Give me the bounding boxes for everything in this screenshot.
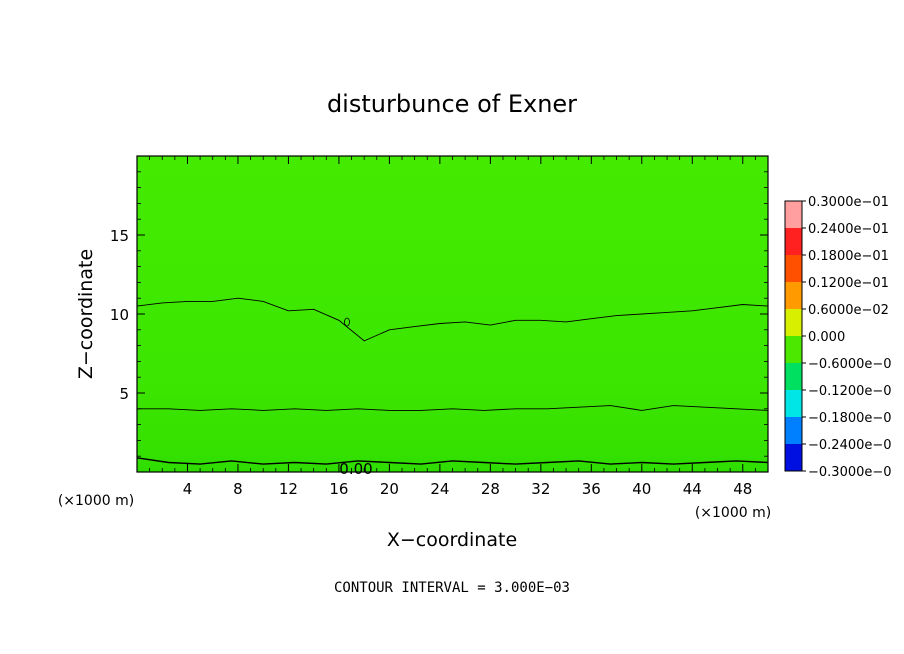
colorbar-swatch — [785, 390, 802, 418]
colorbar-swatch — [785, 363, 802, 391]
colorbar-label: 0.6000e−02 — [808, 303, 889, 318]
colorbar-swatch — [785, 255, 802, 283]
x-tick-label: 40 — [632, 480, 651, 498]
colorbar-label: −0.2400e−0 — [808, 438, 892, 453]
x-tick-label: 20 — [380, 480, 399, 498]
colorbar-swatch — [785, 444, 802, 472]
colorbar-label: 0.1800e−01 — [808, 249, 889, 264]
x-tick-label: 36 — [582, 480, 601, 498]
y-axis: 5 10 15 — [110, 171, 768, 457]
colorbar-label: 0.1200e−01 — [808, 276, 889, 291]
colorbar-swatch — [785, 282, 802, 310]
y-tick-label: 5 — [119, 385, 129, 403]
contour-interval-note: CONTOUR INTERVAL = 3.000E−03 — [334, 580, 570, 596]
chart-title: disturbunce of Exner — [327, 90, 577, 118]
colorbar-swatch — [785, 201, 802, 229]
contour-line — [136, 297, 769, 342]
colorbar-label: 0.3000e−01 — [808, 195, 889, 210]
contour-closed-loop — [344, 317, 350, 327]
x-tick-label: 12 — [279, 480, 298, 498]
colorbar-label: −0.1800e−0 — [808, 411, 892, 426]
contour-line — [137, 405, 769, 411]
x-tick-label: 48 — [733, 480, 752, 498]
colorbar-swatch — [785, 336, 802, 364]
x-axis-label: X−coordinate — [387, 529, 517, 551]
x-axis: 4 8 12 16 20 24 28 32 36 40 44 48 — [149, 156, 756, 498]
y-unit-label: (×1000 m) — [58, 493, 134, 509]
colorbar-label: −0.6000e−0 — [808, 357, 892, 372]
colorbar-swatch — [785, 417, 802, 445]
x-tick-label: 4 — [183, 480, 193, 498]
colorbar-label: −0.1200e−0 — [808, 384, 892, 399]
colorbar-swatch — [785, 228, 802, 256]
x-tick-label: 28 — [481, 480, 500, 498]
x-tick-label: 16 — [329, 480, 348, 498]
y-tick-label: 15 — [110, 227, 129, 245]
x-tick-label: 24 — [430, 480, 449, 498]
contour-line — [136, 457, 769, 465]
x-tick-label: 44 — [683, 480, 702, 498]
colorbar-swatch — [785, 309, 802, 337]
x-tick-label: 32 — [531, 480, 550, 498]
colorbar: 0.3000e−01 0.2400e−01 0.1800e−01 0.1200e−01… — [784, 195, 892, 480]
colorbar-label: 0.000 — [808, 330, 845, 345]
x-unit-label: (×1000 m) — [695, 505, 771, 521]
contour-field — [137, 156, 768, 472]
contour-label: 0.00 — [339, 460, 372, 478]
colorbar-label: −0.3000e−0 — [808, 465, 892, 480]
colorbar-label: 0.2400e−01 — [808, 222, 889, 237]
x-tick-label: 8 — [233, 480, 243, 498]
contour-lines — [136, 297, 769, 465]
y-axis-label: Z−coordinate — [75, 249, 97, 379]
y-tick-label: 10 — [110, 306, 129, 324]
